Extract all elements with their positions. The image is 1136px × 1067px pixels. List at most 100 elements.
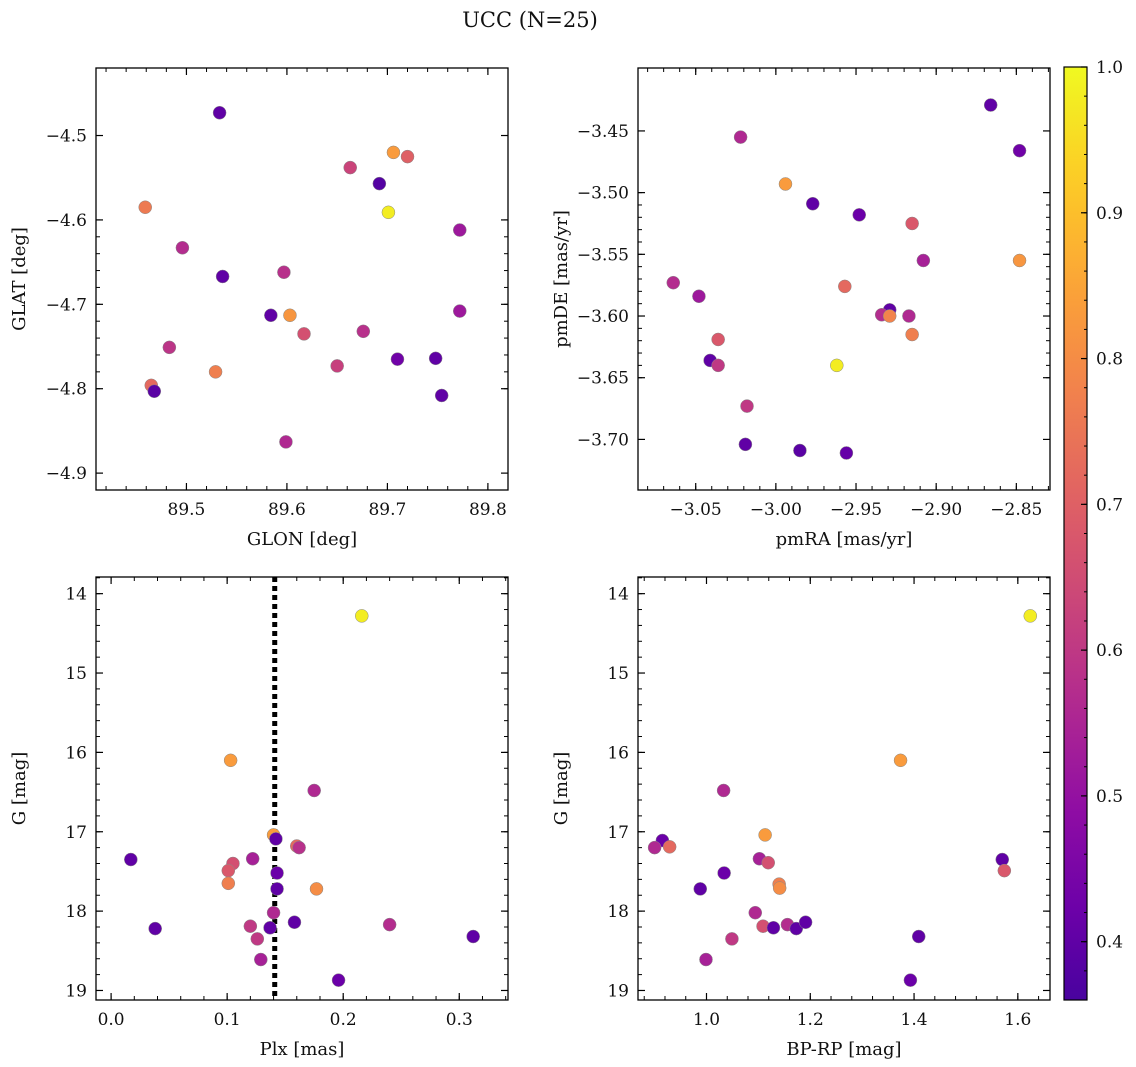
data-point (307, 783, 321, 798)
y-tick-label: 14 (607, 585, 629, 605)
ticks: 89.5 89.6 89.7 89.8 −4.5 −4.6 −4.7 −4.8 −4.9 (46, 68, 509, 520)
data-point (716, 783, 731, 798)
data-point (292, 840, 306, 855)
data-point (243, 919, 258, 933)
data-point (830, 358, 844, 373)
data-point (356, 324, 371, 339)
data-point (997, 863, 1012, 878)
data-point (381, 205, 396, 220)
data-point (766, 921, 781, 935)
data-point (838, 279, 852, 294)
x-tick-label: 1.4 (901, 1010, 928, 1030)
data-point (738, 437, 753, 452)
y-tick-label: −3.50 (577, 184, 629, 204)
y-tick-label: −3.70 (577, 430, 629, 450)
data-point (223, 753, 238, 768)
scatter-points (124, 609, 480, 987)
y-tick-label: 17 (607, 823, 629, 843)
data-point (372, 176, 387, 191)
data-point (390, 352, 405, 366)
ticks: −3.05 −3.00 −2.95 −2.90 −2.85 −3.45 −3.50 −3.55… (577, 68, 1050, 520)
data-point (778, 177, 793, 191)
ticks: 0.0 0.1 0.2 0.3 14 15 16 17 18 19 (65, 577, 508, 1030)
data-point (466, 929, 480, 944)
data-point (138, 200, 152, 215)
y-tick-label: −3.65 (577, 369, 629, 389)
data-point (983, 98, 998, 112)
panel-plx-g: 0.0 0.1 0.2 0.3 14 15 16 17 18 19 Plx [mas] G [mag] (9, 576, 509, 1060)
data-point (148, 921, 162, 936)
data-point (250, 932, 265, 946)
data-point (733, 130, 748, 144)
y-tick-label: 19 (607, 981, 629, 1001)
data-point (279, 435, 293, 449)
data-point (772, 881, 787, 895)
data-point (911, 929, 926, 944)
data-point (147, 384, 162, 399)
y-tick-label: 19 (65, 981, 87, 1001)
data-point (748, 905, 763, 920)
data-point (283, 308, 297, 323)
data-point (382, 917, 397, 932)
data-point (215, 269, 230, 284)
data-point (662, 840, 677, 854)
x-tick-label: −2.90 (910, 500, 962, 520)
y-tick-label: −3.45 (577, 122, 629, 142)
data-point (798, 915, 813, 929)
axes-frame (95, 576, 509, 1001)
x-tick-label: 89.6 (268, 500, 306, 520)
data-point (175, 241, 190, 255)
data-point (893, 753, 908, 768)
data-point (711, 332, 725, 347)
axes-frame (637, 67, 1051, 491)
y-tick-label: −3.60 (577, 307, 629, 327)
data-point (666, 275, 681, 290)
data-point (162, 340, 177, 355)
x-tick-label: −3.00 (750, 500, 802, 520)
data-point (330, 359, 344, 373)
x-axis-label: GLON [deg] (247, 529, 357, 550)
data-point (208, 365, 223, 379)
data-point (277, 265, 291, 279)
data-point (740, 399, 754, 413)
y-axis-label: G [mag] (9, 752, 30, 825)
y-tick-label: 18 (65, 902, 87, 922)
colorbar-tick-label: 0.6 (1096, 641, 1123, 661)
data-point (905, 327, 919, 342)
data-point (309, 882, 324, 896)
data-point (699, 952, 713, 967)
colorbar-tick-label: 0.8 (1096, 350, 1123, 370)
scatter-points (666, 98, 1027, 460)
data-point (221, 876, 236, 891)
data-point (212, 105, 227, 120)
data-point (400, 149, 415, 164)
y-tick-label: 15 (607, 664, 629, 684)
x-tick-label: 0.1 (214, 1010, 241, 1030)
y-tick-label: −4.8 (46, 380, 87, 400)
data-point (693, 882, 708, 896)
data-point (882, 309, 897, 323)
data-point (995, 852, 1010, 867)
data-point (264, 308, 278, 323)
data-point (221, 863, 236, 878)
data-point (453, 223, 467, 237)
y-tick-label: 17 (65, 823, 87, 843)
axes-frame (95, 67, 509, 491)
y-axis-label: pmDE [mas/yr] (551, 210, 572, 348)
y-tick-label: 18 (607, 902, 629, 922)
axes-frame (637, 576, 1051, 1001)
data-point (902, 309, 916, 323)
data-point (287, 915, 302, 929)
data-point (386, 145, 401, 160)
y-tick-label: −4.6 (46, 211, 87, 231)
data-point (124, 852, 138, 867)
colorbar: 0.4 0.5 0.6 0.7 0.8 0.9 1.0 (1063, 58, 1123, 1001)
data-point (1012, 253, 1027, 268)
data-point (297, 327, 311, 341)
y-tick-label: 15 (65, 664, 87, 684)
panel-pmra-pmde: −3.05 −3.00 −2.95 −2.90 −2.85 −3.45 −3.50 −3.55… (551, 67, 1051, 550)
x-tick-label: 89.7 (368, 500, 406, 520)
y-tick-label: 14 (65, 585, 87, 605)
y-tick-label: −4.7 (46, 295, 87, 315)
